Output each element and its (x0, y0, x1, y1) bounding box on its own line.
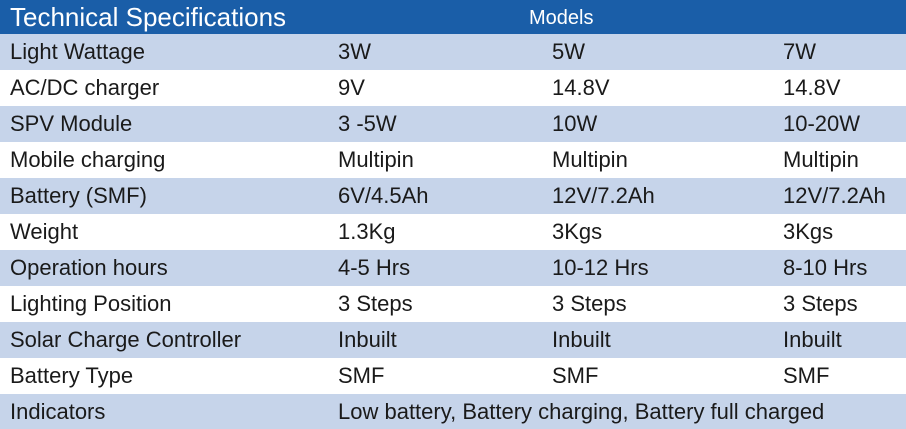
table-row: Light Wattage 3W 5W 7W (0, 34, 906, 70)
row-label: Weight (10, 219, 79, 244)
row-label: Indicators (10, 399, 106, 424)
table-header: Technical Specifications Models (0, 0, 906, 34)
models-header: Models (529, 7, 594, 29)
row-label: Battery (SMF) (10, 183, 147, 208)
row-label: Battery Type (10, 363, 134, 388)
row-label: Light Wattage (10, 39, 145, 64)
row-value-model-2: 12V/7.2Ah (552, 183, 655, 208)
row-value-model-1: Inbuilt (338, 327, 397, 352)
row-value-model-3: Multipin (783, 147, 859, 172)
row-value-model-3: 3Kgs (783, 219, 834, 244)
row-value-model-1: 6V/4.5Ah (338, 183, 429, 208)
row-value-model-2: 3Kgs (552, 219, 603, 244)
row-value-model-2: Multipin (552, 147, 628, 172)
table-row-indicators: Indicators Low battery, Battery charging… (0, 394, 906, 429)
row-value-model-1: 3 Steps (338, 291, 413, 316)
indicators-value: Low battery, Battery charging, Battery f… (338, 399, 825, 424)
row-label: Operation hours (10, 255, 168, 280)
table-row: Solar Charge Controller Inbuilt Inbuilt … (0, 322, 906, 358)
row-value-model-2: 10-12 Hrs (552, 255, 649, 280)
row-label: Mobile charging (10, 147, 166, 172)
row-value-model-1: Multipin (338, 147, 414, 172)
row-value-model-3: 10-20W (783, 111, 861, 136)
table-row: Operation hours 4-5 Hrs 10-12 Hrs 8-10 H… (0, 250, 906, 286)
row-label: AC/DC charger (10, 75, 160, 100)
row-value-model-3: 8-10 Hrs (783, 255, 868, 280)
table-row: Weight 1.3Kg 3Kgs 3Kgs (0, 214, 906, 250)
table-title: Technical Specifications (10, 2, 287, 32)
table-row: AC/DC charger 9V 14.8V 14.8V (0, 70, 906, 106)
row-value-model-1: 3 -5W (338, 111, 397, 136)
table-row: Battery Type SMF SMF SMF (0, 358, 906, 394)
table-row: Battery (SMF) 6V/4.5Ah 12V/7.2Ah 12V/7.2… (0, 178, 906, 214)
row-value-model-1: 4-5 Hrs (338, 255, 411, 280)
row-value-model-1: SMF (338, 363, 385, 388)
row-value-model-2: 5W (552, 39, 585, 64)
row-value-model-1: 1.3Kg (338, 219, 396, 244)
row-value-model-3: 3 Steps (783, 291, 858, 316)
row-value-model-2: SMF (552, 363, 599, 388)
row-value-model-3: 7W (783, 39, 816, 64)
row-label: Solar Charge Controller (10, 327, 242, 352)
row-value-model-3: 12V/7.2Ah (783, 183, 886, 208)
row-value-model-2: 14.8V (552, 75, 610, 100)
row-label: SPV Module (10, 111, 133, 136)
table-row: Lighting Position 3 Steps 3 Steps 3 Step… (0, 286, 906, 322)
row-value-model-2: 10W (552, 111, 598, 136)
row-value-model-1: 3W (338, 39, 371, 64)
row-label: Lighting Position (10, 291, 172, 316)
row-value-model-3: 14.8V (783, 75, 841, 100)
row-value-model-1: 9V (338, 75, 365, 100)
table-row: SPV Module 3 -5W 10W 10-20W (0, 106, 906, 142)
row-value-model-2: Inbuilt (552, 327, 611, 352)
table-row: Mobile charging Multipin Multipin Multip… (0, 142, 906, 178)
row-value-model-3: SMF (783, 363, 830, 388)
row-value-model-2: 3 Steps (552, 291, 627, 316)
row-value-model-3: Inbuilt (783, 327, 842, 352)
